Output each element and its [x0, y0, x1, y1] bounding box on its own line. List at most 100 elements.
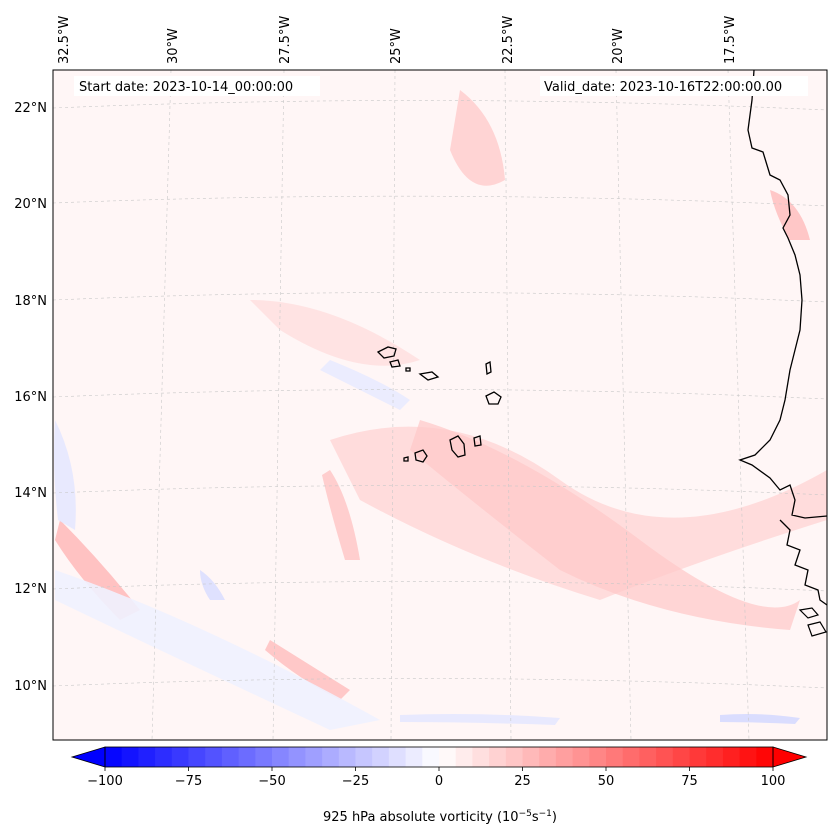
colorbar-segment	[639, 747, 657, 767]
colorbar-tick-label: 100	[761, 774, 786, 789]
lon-label: 25°W	[389, 28, 404, 64]
colorbar-segment	[272, 747, 290, 767]
parallel	[53, 581, 827, 592]
colorbar-segment	[589, 747, 607, 767]
lon-label: 17.5°W	[723, 16, 738, 64]
vorticity-positive-band	[410, 420, 800, 630]
colorbar-segment	[722, 747, 741, 767]
colorbar-segment	[555, 747, 574, 767]
colorbar-segment	[622, 747, 640, 767]
meridian	[390, 70, 396, 740]
colorbar-extend-max	[772, 746, 808, 768]
colorbar-segment	[472, 747, 490, 767]
colorbar-tick-label: −25	[342, 774, 369, 789]
parallel	[53, 389, 827, 400]
island-brava	[403, 456, 409, 462]
colorbar: −100 −75 −50 −25 0 25 50 75 100 925 hPa absolute…	[70, 746, 808, 825]
vorticity-negative-band	[400, 714, 560, 725]
colorbar-segment	[338, 747, 356, 767]
island-sal	[485, 360, 492, 376]
colorbar-segment	[539, 747, 557, 767]
colorbar-segment	[322, 747, 340, 767]
vorticity-positive-band	[265, 640, 350, 700]
colorbar-segment	[439, 747, 457, 767]
colorbar-segments	[105, 747, 774, 767]
colorbar-segment	[238, 747, 256, 767]
parallel	[53, 195, 827, 207]
island-santo-antao	[376, 346, 397, 359]
vorticity-positive-band	[322, 470, 360, 560]
colorbar-ticks: −100 −75 −50 −25 0 25 50 75 100	[87, 767, 785, 789]
colorbar-label-exponent: −1	[539, 809, 552, 819]
lat-label: 22°N	[14, 101, 47, 116]
vorticity-field	[54, 90, 827, 730]
colorbar-segment	[489, 747, 507, 767]
vorticity-positive-band	[450, 90, 505, 186]
parallel	[53, 678, 827, 689]
colorbar-segment	[756, 747, 774, 767]
latitude-labels: 22°N 20°N 18°N 16°N 14°N 12°N 10°N	[14, 101, 47, 694]
colorbar-segment	[505, 747, 523, 767]
lat-label: 18°N	[14, 294, 47, 309]
meridian	[504, 70, 512, 740]
colorbar-segment	[739, 747, 757, 767]
lat-label: 16°N	[14, 390, 47, 405]
colorbar-segment	[121, 747, 139, 767]
vorticity-negative-band	[720, 714, 800, 724]
vorticity-negative-band	[55, 570, 380, 730]
colorbar-segment	[138, 747, 156, 767]
colorbar-segment	[372, 747, 390, 767]
valid-date-box	[540, 76, 808, 96]
island-sao-vicente	[389, 359, 401, 368]
map-frame	[52, 69, 828, 741]
colorbar-segment	[171, 747, 189, 767]
lat-label: 14°N	[14, 486, 47, 501]
colorbar-segment	[455, 747, 473, 767]
lon-label: 20°W	[611, 28, 626, 64]
lon-label: 22.5°W	[501, 16, 516, 64]
colorbar-tick-label: 75	[681, 774, 698, 789]
colorbar-extend-min	[70, 746, 106, 768]
island-fogo	[414, 449, 428, 463]
colorbar-segment	[522, 747, 540, 767]
valid-date-label: Valid_date: 2023-10-16T22:00:00.00	[544, 80, 782, 95]
colorbar-label-close: )	[552, 810, 557, 825]
colorbar-label-exponent: −5	[519, 809, 532, 819]
longitude-labels: 32.5°W 30°W 27.5°W 25°W 22.5°W 20°W 17.5…	[57, 16, 738, 64]
vorticity-negative-band	[320, 360, 410, 410]
colorbar-segment	[105, 747, 123, 767]
lat-label: 12°N	[14, 582, 47, 597]
meridian	[727, 70, 750, 740]
parallel	[53, 292, 827, 303]
lon-label: 32.5°W	[57, 16, 72, 64]
colorbar-segment	[255, 747, 273, 767]
lon-label: 27.5°W	[278, 16, 293, 64]
map-panel: Start date: 2023-10-14_00:00:00 Valid_da…	[53, 70, 827, 740]
vorticity-positive-band	[250, 300, 420, 366]
colorbar-label-text: 925 hPa absolute vorticity (10	[323, 810, 519, 825]
island-boa-vista	[485, 391, 502, 405]
colorbar-segment	[405, 747, 423, 767]
colorbar-segment	[656, 747, 674, 767]
island-santiago	[449, 435, 466, 458]
colorbar-segment	[288, 747, 306, 767]
island-santa-luzia	[405, 367, 411, 372]
colorbar-label-unit: s	[532, 810, 539, 825]
colorbar-segment	[221, 747, 240, 767]
colorbar-tick-label: 0	[435, 774, 443, 789]
lat-label: 20°N	[14, 197, 47, 212]
colorbar-label: 925 hPa absolute vorticity (10−5s−1)	[323, 809, 557, 825]
coastline-west-africa	[738, 70, 827, 519]
colorbar-tick-label: −75	[175, 774, 202, 789]
colorbar-tick-label: −50	[258, 774, 285, 789]
parallel	[53, 485, 827, 496]
island-sao-nicolau	[418, 371, 440, 381]
colorbar-tick-label: 25	[514, 774, 531, 789]
colorbar-segment	[388, 747, 407, 767]
lon-label: 30°W	[166, 28, 181, 64]
colorbar-segment	[305, 747, 323, 767]
cape-verde-islands	[376, 346, 502, 463]
start-date-label: Start date: 2023-10-14_00:00:00	[79, 80, 293, 95]
colorbar-segment	[155, 747, 173, 767]
